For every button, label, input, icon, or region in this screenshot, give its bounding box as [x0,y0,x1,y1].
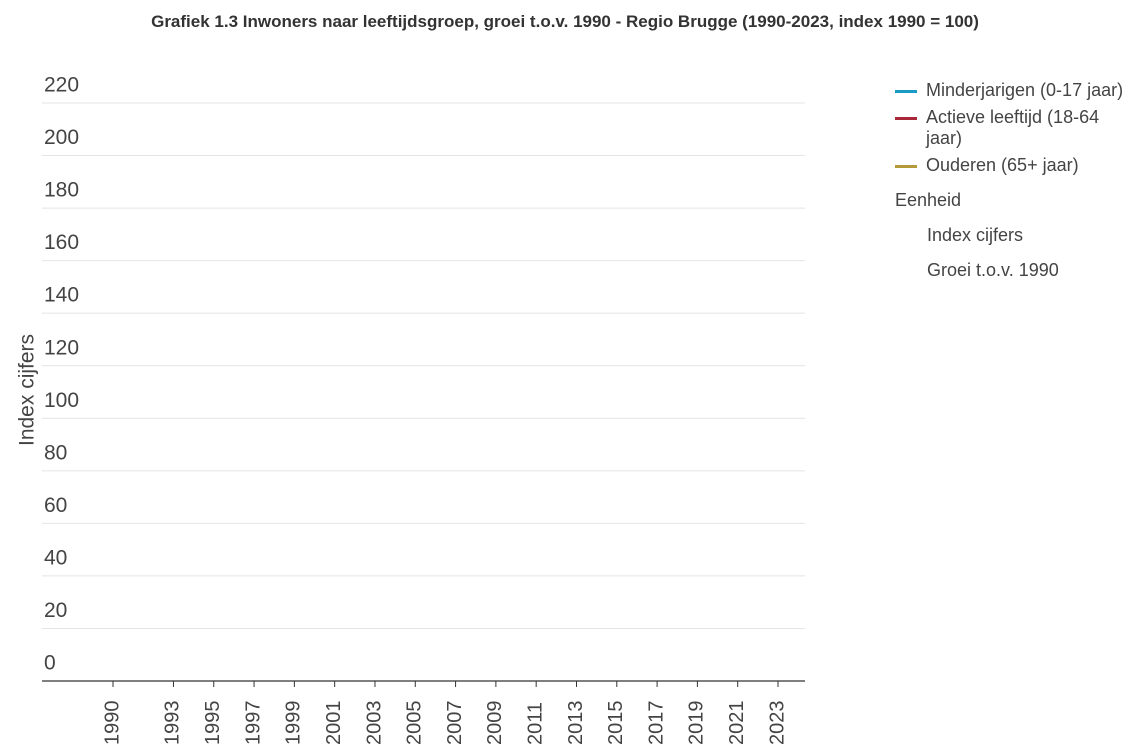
legend-label: Actieve leeftijd (18-64 jaar) [926,107,1100,148]
legend: Minderjarigen (0-17 jaar) Actieve leeftij… [895,80,1125,281]
legend-option: Groei t.o.v. 1990 [927,260,1059,280]
y-tick-label: 20 [44,599,67,622]
legend-label: Minderjarigen (0-17 jaar) [926,80,1124,100]
legend-label: Ouderen (65+ jaar) [926,155,1079,175]
x-tick-label: 2003 [363,701,385,746]
y-tick-label: 160 [44,231,79,254]
y-tick-label: 100 [44,389,79,412]
y-tick-label: 80 [44,441,67,464]
legend-swatch [895,117,917,120]
legend-item: Actieve leeftijd (18-64 jaar) [895,107,1125,149]
x-tick-label: 1999 [283,701,305,746]
x-tick-label: 1997 [242,701,264,746]
x-tick-label: 2019 [686,701,708,746]
y-tick-label: 180 [44,179,79,202]
legend-swatch [895,90,917,93]
x-tick-label: 2009 [484,701,506,746]
legend-swatch [895,165,917,168]
y-tick-label: 120 [44,336,79,359]
x-tick-label: 2013 [565,701,587,746]
y-tick-label: 60 [44,494,67,517]
y-tick-label: 140 [44,284,79,307]
legend-item: Ouderen (65+ jaar) [895,155,1125,176]
y-axis-label: Index cijfers [16,334,39,446]
y-tick-label: 200 [44,126,79,149]
x-tick-label: 1995 [202,701,224,746]
x-tick-label: 2011 [524,702,546,745]
y-tick-label: 220 [44,74,79,97]
chart-title: Grafiek 1.3 Inwoners naar leeftijdsgroep… [151,12,979,31]
x-tick-label: 2017 [645,701,667,746]
chart: Index cijfers 0 20 40 60 80 100 120 140 160 180 20… [16,74,805,746]
legend-title: Eenheid [895,190,962,210]
x-tick-label: 2023 [766,701,788,746]
x-tick-label: 1990 [101,701,123,746]
x-tick-label: 1993 [162,701,184,746]
legend-option: Index cijfers [927,225,1024,245]
legend-item: Minderjarigen (0-17 jaar) [895,80,1125,101]
x-tick-label: 2005 [404,701,426,746]
x-tick-label: 2021 [726,701,748,746]
x-tick-label: 2015 [605,701,627,746]
y-tick-label: 0 [44,652,56,675]
x-tick-label: 2001 [323,701,345,746]
x-tick-label: 2007 [444,701,466,746]
y-tick-label: 40 [44,546,67,569]
